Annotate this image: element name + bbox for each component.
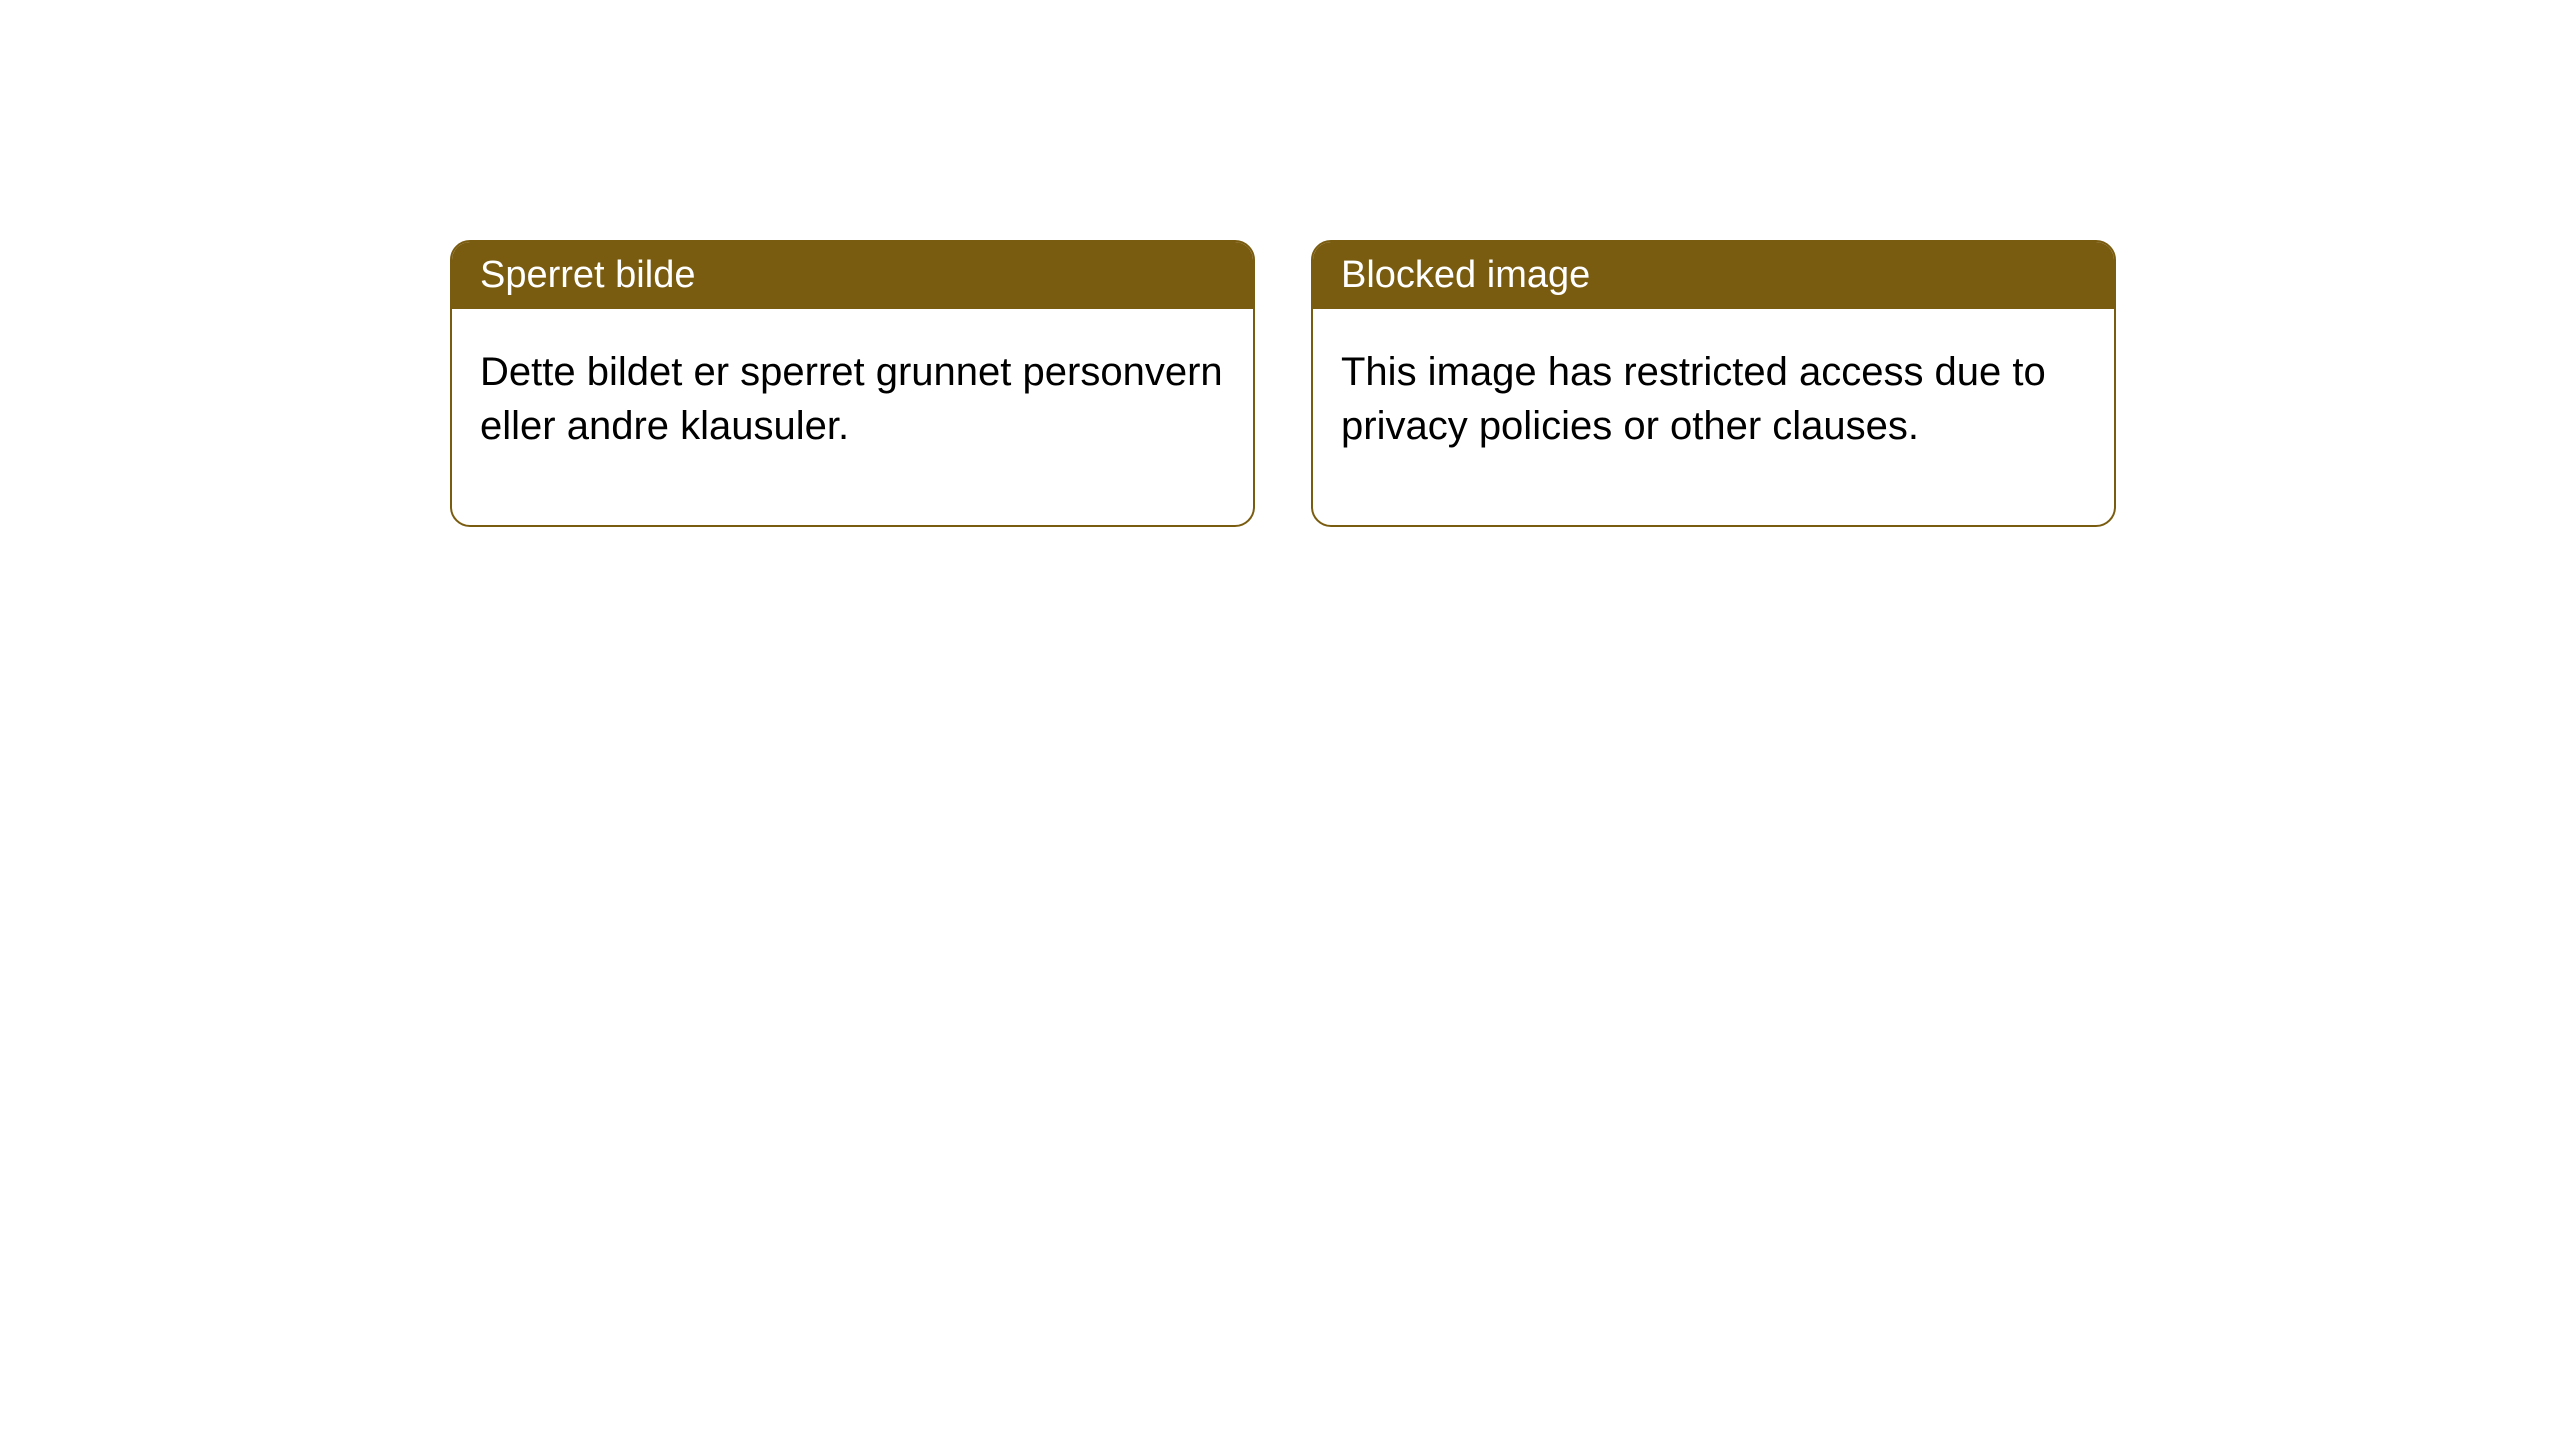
card-title-no: Sperret bilde [480,254,695,296]
blocked-image-card-no: Sperret bilde Dette bildet er sperret gr… [450,240,1255,527]
card-body-en: This image has restricted access due to … [1313,309,2114,525]
card-message-no: Dette bildet er sperret grunnet personve… [480,350,1223,448]
card-message-en: This image has restricted access due to … [1341,350,2046,448]
blocked-image-card-en: Blocked image This image has restricted … [1311,240,2116,527]
card-header-en: Blocked image [1313,242,2114,309]
blocked-image-notice-container: Sperret bilde Dette bildet er sperret gr… [450,240,2116,527]
card-title-en: Blocked image [1341,254,1590,296]
card-header-no: Sperret bilde [452,242,1253,309]
card-body-no: Dette bildet er sperret grunnet personve… [452,309,1253,525]
